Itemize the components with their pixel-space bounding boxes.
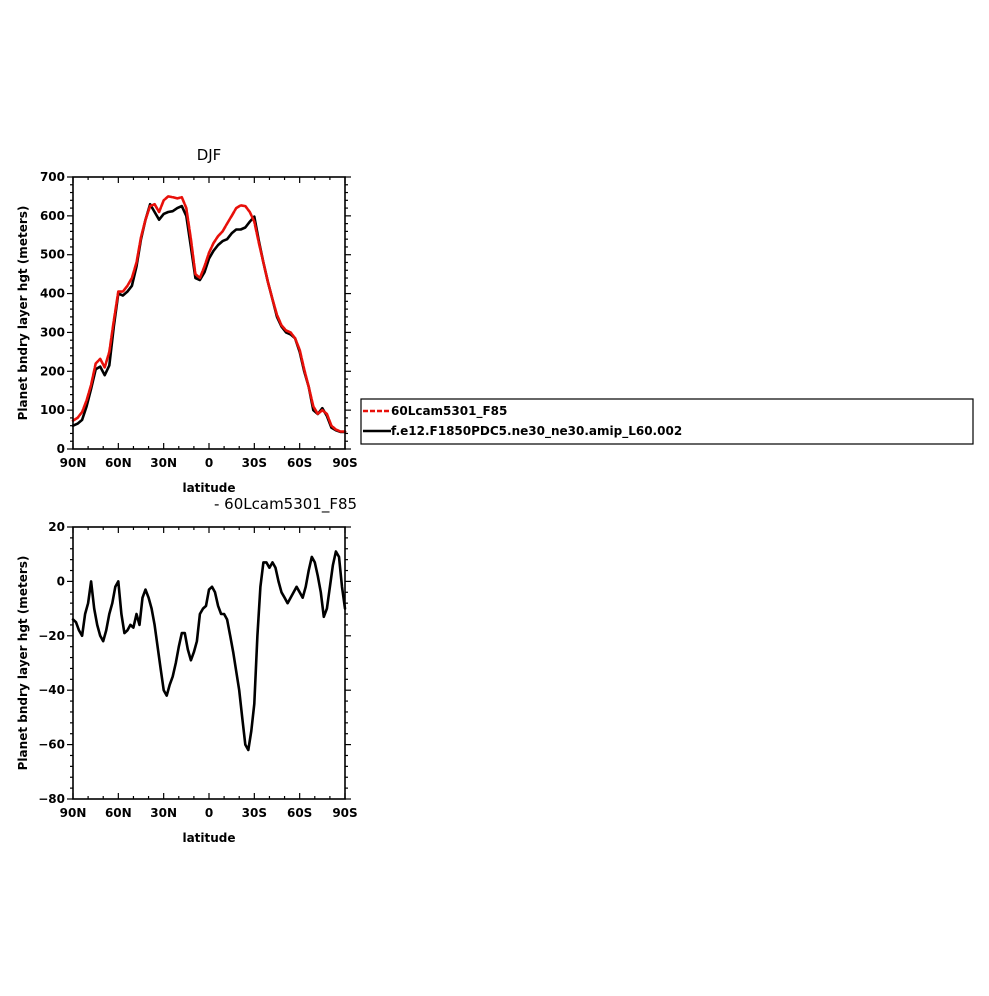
- legend-label-2: f.e12.F1850PDC5.ne30_ne30.amip_L60.002: [391, 424, 682, 439]
- y-tick-label: 100: [40, 403, 65, 417]
- x-tick-label: 30S: [242, 806, 267, 820]
- top-panel-frame: [72, 176, 346, 450]
- y-tick-label: 0: [57, 442, 65, 456]
- x-tick-label: 90S: [332, 456, 357, 470]
- y-tick-label: −60: [38, 738, 65, 752]
- x-tick-label: 60N: [105, 456, 132, 470]
- y-tick-label: 500: [40, 248, 65, 262]
- bottom-panel-xlabel: latitude: [182, 831, 235, 845]
- x-tick-label: 30N: [150, 456, 177, 470]
- y-tick-label: −40: [38, 683, 65, 697]
- x-tick-label: 30S: [242, 456, 267, 470]
- bottom-panel-series: [71, 550, 347, 752]
- top-panel-ticks: 90N 60N 30N 0 30S 60S 90S 0 100 200 300 400 500 600 70…: [40, 170, 358, 470]
- y-tick-label: 600: [40, 209, 65, 223]
- y-tick-label: 300: [40, 325, 65, 339]
- x-tick-label: 60S: [287, 456, 312, 470]
- legend: 60Lcam5301_F85 f.e12.F1850PDC5.ne30_ne30…: [360, 398, 974, 445]
- x-tick-label: 90N: [60, 456, 87, 470]
- y-tick-label: 700: [40, 170, 65, 184]
- top-series-line-1: [71, 195, 347, 433]
- y-tick-label: 200: [40, 364, 65, 378]
- y-tick-label: −80: [38, 792, 65, 806]
- top-panel-ylabel: Planet bndry layer hgt (meters): [16, 206, 30, 421]
- y-tick-label: 20: [48, 520, 65, 534]
- y-tick-label: 400: [40, 287, 65, 301]
- x-tick-label: 0: [205, 456, 213, 470]
- bottom-panel-title: - 60Lcam5301_F85: [214, 495, 357, 514]
- legend-label-1: 60Lcam5301_F85: [391, 404, 507, 419]
- bottom-panel: - 60Lcam5301_F85 latitude Planet bndry l…: [16, 495, 358, 845]
- bottom-panel-ylabel: Planet bndry layer hgt (meters): [16, 556, 30, 771]
- top-panel: DJF latitude Planet bndry layer hgt (met…: [16, 146, 358, 495]
- top-panel-series: [71, 195, 347, 434]
- y-tick-label: −20: [38, 629, 65, 643]
- top-panel-xlabel: latitude: [182, 481, 235, 495]
- x-tick-label: 30N: [150, 806, 177, 820]
- x-tick-label: 90S: [332, 806, 357, 820]
- x-tick-label: 60S: [287, 806, 312, 820]
- x-tick-label: 60N: [105, 806, 132, 820]
- x-tick-label: 90N: [60, 806, 87, 820]
- legend-box: [360, 398, 974, 445]
- bottom-panel-frame: [72, 526, 346, 800]
- top-panel-title: DJF: [197, 146, 222, 164]
- y-tick-label: 0: [57, 574, 65, 588]
- x-tick-label: 0: [205, 806, 213, 820]
- bottom-series-line-1: [71, 550, 347, 752]
